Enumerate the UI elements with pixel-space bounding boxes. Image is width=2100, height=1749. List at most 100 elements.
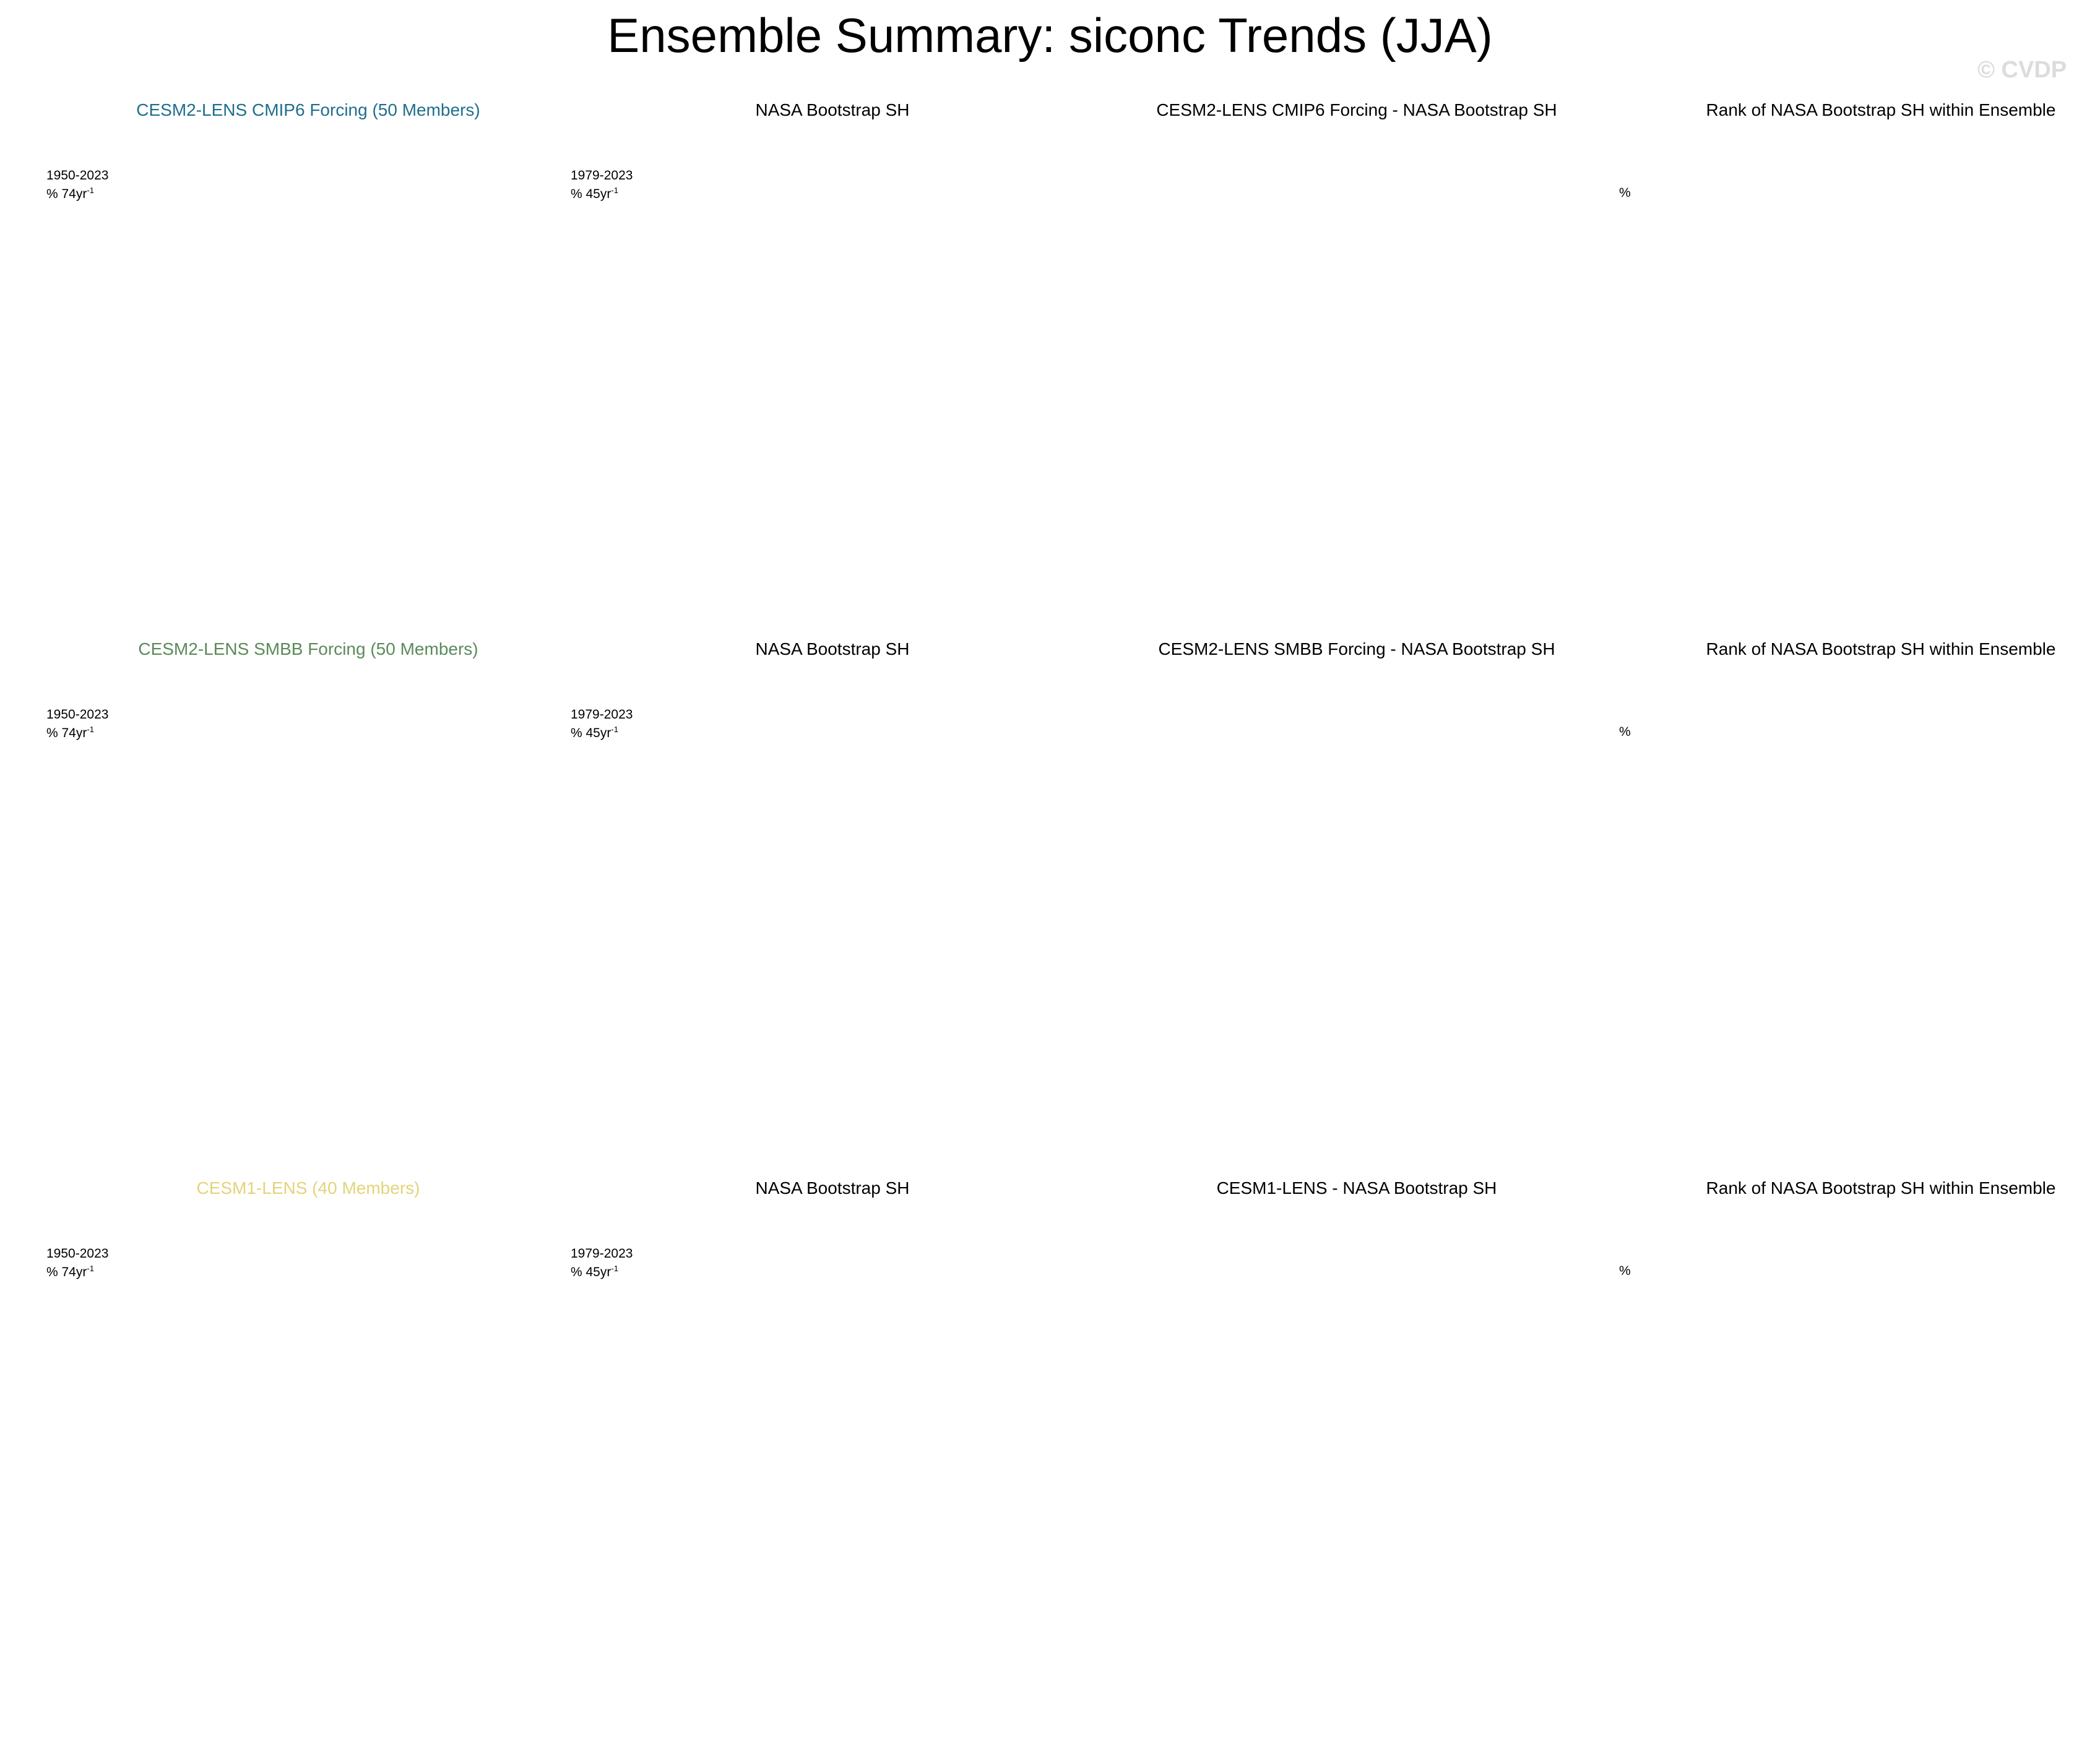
lon-label: 180: [298, 607, 318, 621]
colorbar-label: 30: [862, 1717, 884, 1740]
lon-label: 60E: [1553, 1325, 1576, 1339]
colorbar-box: [840, 1698, 860, 1716]
colorbar-label: 15: [298, 1717, 320, 1740]
map-boundary: [84, 688, 533, 1137]
antarctica-landmass: [723, 1365, 924, 1532]
colorbar-box: [1182, 1698, 1214, 1716]
colorbar-label: 45: [376, 1717, 399, 1740]
colorbar-box: [747, 1698, 767, 1716]
lon-label: 30E: [1990, 1237, 2012, 1251]
colorbar-box: [616, 1698, 636, 1716]
diff-band-core: [1236, 238, 1475, 498]
lon-label: 150W: [1745, 1653, 1777, 1667]
colorbar-label: -45: [662, 1717, 691, 1740]
colorbar-box: [74, 1698, 93, 1716]
panel-title-diff: CESM2-LENS SMBB Forcing - NASA Bootstrap…: [1158, 639, 1555, 659]
lon-label: 150E: [938, 1653, 967, 1667]
map-boundary: [608, 688, 1057, 1137]
colorbar-label: -15: [741, 1717, 769, 1740]
lon-label: 120W: [608, 1026, 641, 1040]
lon-label: 120W: [1657, 487, 1689, 501]
antarctica-landmass: [199, 826, 400, 993]
lon-label: 180: [1870, 1146, 1891, 1160]
colorbar-box: [428, 1698, 447, 1716]
colorbar-label: 20: [1810, 1717, 1832, 1740]
lon-label: 150E: [938, 575, 967, 589]
antarctica-landmass: [199, 287, 400, 454]
lon-label: 90E: [1586, 367, 1608, 381]
map-boundary: [1132, 1227, 1581, 1676]
lon-label: 60E: [505, 247, 527, 261]
lon-label: 150W: [1745, 1114, 1777, 1128]
colorbar-box: [821, 1698, 841, 1716]
colorbar-label: 0: [264, 1717, 275, 1740]
colorbar-label: 20: [1405, 1717, 1427, 1740]
lon-label: 150E: [1463, 575, 1492, 589]
colorbar-box: [1483, 1698, 1515, 1716]
lon-label: 90E: [537, 1445, 560, 1459]
colorbar-box: [166, 1698, 187, 1716]
new-zealand-landmass: [860, 1097, 886, 1136]
colorbar-box: [446, 1698, 466, 1716]
colorbar-box: [353, 1698, 373, 1716]
lon-label: 30E: [941, 698, 964, 712]
colorbar-label: -30: [177, 1717, 205, 1740]
lon-label: 30W: [699, 698, 725, 712]
lon-label: 180: [298, 1685, 318, 1699]
lon-label: 150W: [1221, 1114, 1253, 1128]
lon-label: 30W: [175, 1237, 201, 1251]
panel-title-model: CESM1-LENS (40 Members): [196, 1178, 420, 1198]
colorbar-box: [1152, 1698, 1183, 1716]
lon-label: 60W: [611, 247, 637, 261]
lon-label: 120E: [502, 487, 531, 501]
colorbar-label: 5: [1729, 1717, 1740, 1740]
ice-trend-core: [196, 1342, 419, 1562]
rank-units-label: %: [1619, 1264, 1631, 1278]
lon-label: 0: [829, 127, 836, 140]
colorbar-label: 0: [1685, 1717, 1696, 1740]
lon-label: 90W: [579, 367, 605, 381]
lon-label: 180: [1346, 607, 1367, 621]
lon-label: 30W: [175, 698, 201, 712]
colorbar-box: [1777, 1698, 1821, 1716]
lon-label: 120W: [608, 1565, 641, 1579]
new-zealand-landmass: [1384, 558, 1410, 597]
colorbar-box: [260, 1698, 280, 1716]
lon-label: 30W: [1748, 1237, 1773, 1251]
colorbar-label: -90: [99, 1717, 127, 1740]
colorbar-label: 90: [1897, 1717, 1919, 1740]
obs-increase-band: [683, 767, 982, 1061]
colorbar-box: [297, 1698, 317, 1716]
lon-label: 120E: [502, 1026, 531, 1040]
colorbar-box: [1646, 1698, 1691, 1716]
colorbar-label: -20: [1206, 1717, 1235, 1740]
lon-label: 30W: [699, 1237, 725, 1251]
map-boundary: [608, 149, 1057, 598]
panel-title-rank: Rank of NASA Bootstrap SH within Ensembl…: [1706, 639, 2056, 659]
map-boundary: [84, 1227, 533, 1676]
lon-label: 180: [1870, 607, 1891, 621]
lon-label: 120W: [1657, 1565, 1689, 1579]
colorbar-box: [1212, 1698, 1243, 1716]
lon-label: 150W: [172, 1114, 204, 1128]
lon-label: 120E: [1026, 487, 1055, 501]
colorbar-label: -10: [1255, 1717, 1284, 1740]
colorbar-box: [728, 1698, 748, 1716]
antarctica-landmass: [723, 287, 924, 454]
lon-label: 0: [1877, 1205, 1884, 1219]
lon-label: 90E: [1586, 1445, 1608, 1459]
lon-label: 0: [1877, 666, 1884, 680]
colorbar-box: [204, 1698, 224, 1716]
lon-label: 120W: [1133, 1565, 1165, 1579]
lon-label: 150E: [1987, 575, 2016, 589]
lon-label: 150W: [172, 575, 204, 589]
lon-label: 150W: [172, 1653, 204, 1667]
lon-label: 60W: [1136, 786, 1161, 800]
obs-increase-patch: [842, 1328, 910, 1358]
colorbar-box: [111, 1698, 131, 1716]
antarctica-landmass: [1247, 826, 1448, 993]
lon-label: 150W: [696, 575, 728, 589]
colorbar-label: 80: [1853, 1717, 1875, 1740]
obs-decrease-band: [713, 257, 953, 492]
lon-label: 90W: [1628, 367, 1653, 381]
